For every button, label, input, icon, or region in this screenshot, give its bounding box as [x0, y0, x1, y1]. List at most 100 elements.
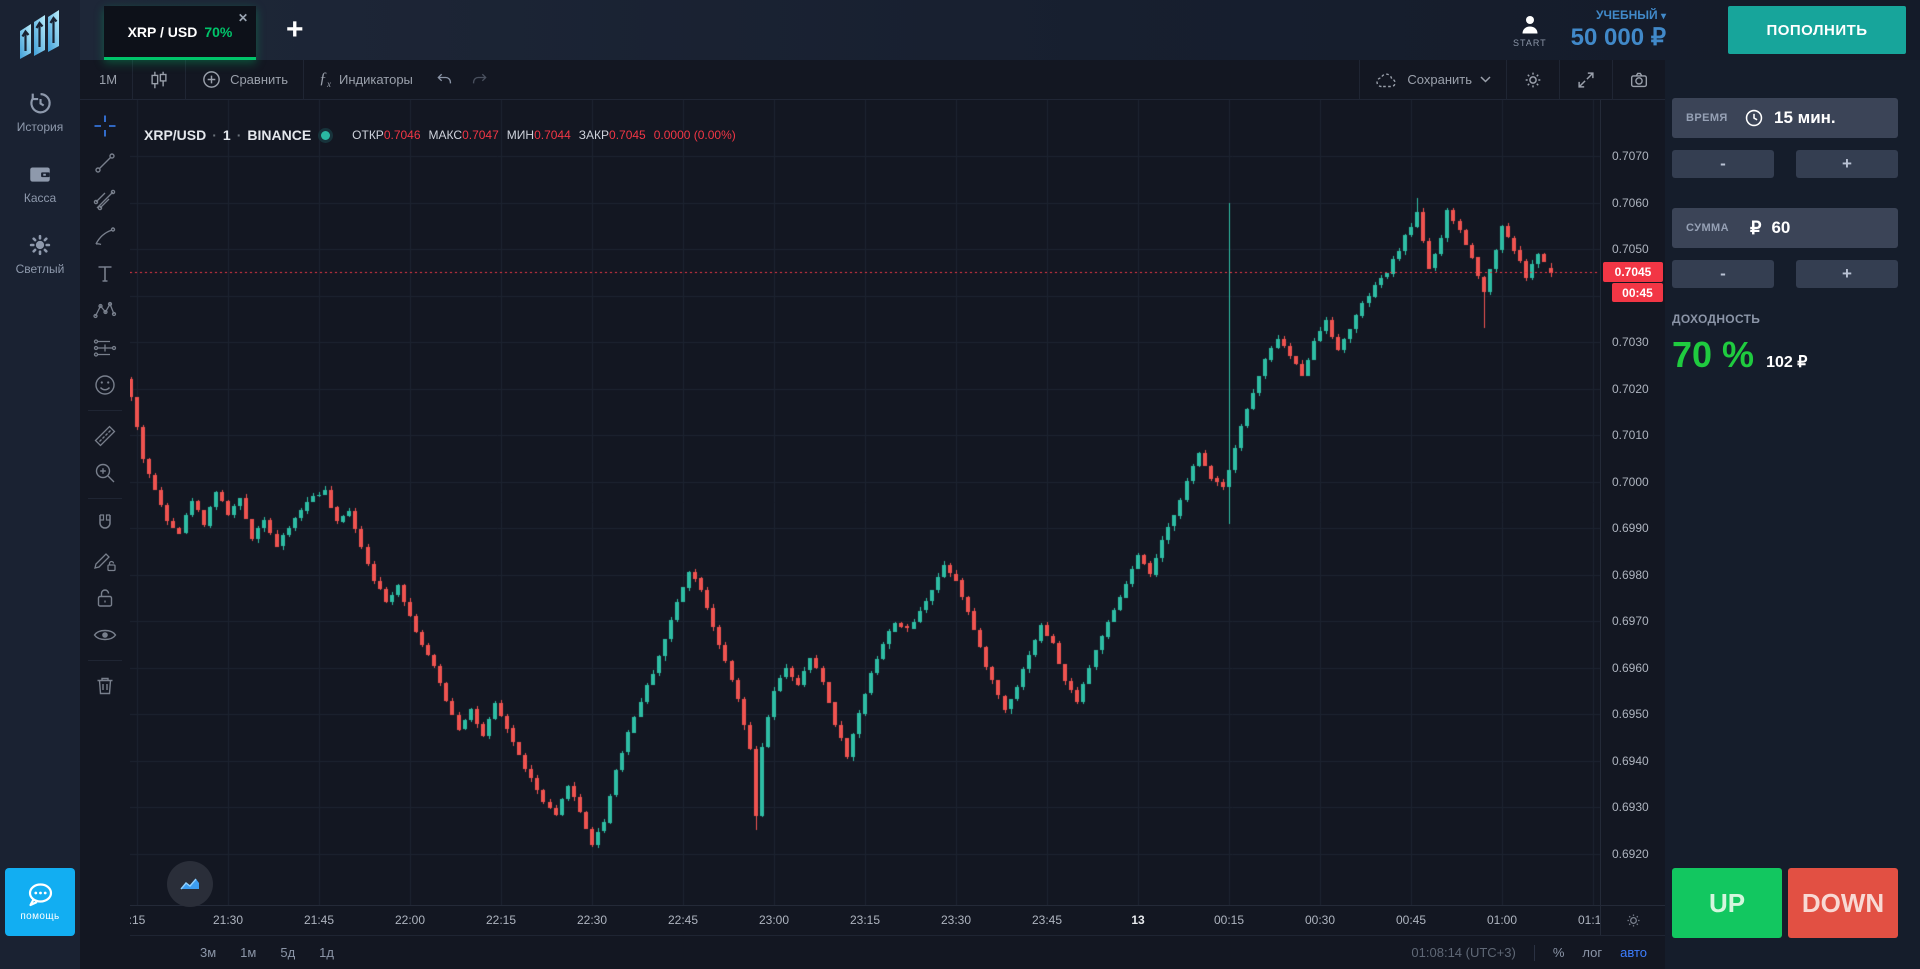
amount-decrease-button[interactable]: - [1672, 260, 1774, 288]
time-axis[interactable]: :15 21:30 21:45 22:00 22:15 22:30 22:45 23:00 23… [130, 905, 1600, 935]
compare-button[interactable]: Сравнить [186, 60, 303, 100]
pitchfork-tool-button[interactable] [88, 183, 122, 217]
crosshair-tool-button[interactable] [88, 109, 122, 143]
wallet-icon [30, 167, 50, 182]
redo-button[interactable] [462, 60, 496, 100]
help-button-label: помощь [20, 911, 60, 922]
drawing-lock-tool-button[interactable] [88, 544, 122, 578]
time-stepper: - + [1672, 150, 1898, 178]
low-label: МИН [506, 128, 535, 142]
fx-icon: ƒx [319, 69, 331, 90]
payout-block: ДОХОДНОСТЬ 70 % 102 ₽ [1672, 312, 1898, 376]
time-field-label: ВРЕМЯ [1686, 112, 1728, 124]
range-selector: 3м 1м 5д 1д [200, 945, 334, 960]
time-field[interactable]: ВРЕМЯ 15 мин. [1672, 98, 1898, 138]
chat-bubble-icon [28, 883, 53, 907]
chart-style-button[interactable] [133, 60, 185, 100]
remove-all-tool-button[interactable] [88, 669, 122, 703]
ruler-tool-button[interactable] [88, 419, 122, 453]
help-button[interactable]: помощь [5, 868, 75, 936]
price-axis-label: 0.6940 [1612, 753, 1649, 768]
time-decrease-button[interactable]: - [1672, 150, 1774, 178]
time-axis-label: 00:30 [1304, 913, 1336, 927]
xabcd-pattern-icon [93, 301, 117, 319]
forecast-icon [93, 339, 117, 357]
price-axis-label: 0.6960 [1612, 660, 1649, 675]
range-button-1d[interactable]: 1д [319, 945, 334, 960]
undo-button[interactable] [428, 60, 462, 100]
redo-icon [472, 73, 487, 83]
amount-increase-button[interactable]: + [1796, 260, 1898, 288]
close-tab-icon[interactable]: ✕ [237, 11, 248, 25]
save-layout-button[interactable]: Сохранить [1360, 60, 1506, 100]
screenshot-button[interactable] [1613, 60, 1665, 100]
price-axis-label: 0.7060 [1612, 195, 1649, 210]
log-scale-button[interactable]: лог [1582, 945, 1603, 960]
price-axis-label: 0.6950 [1612, 707, 1649, 721]
account-button-label: START [1512, 37, 1547, 48]
undo-icon [437, 73, 451, 83]
topbar: XRP / USD 70% ✕ + START УЧЕБНЫЙ ▾ 50 [80, 0, 1920, 60]
time-axis-settings-button[interactable] [1600, 905, 1665, 935]
balance-block: УЧЕБНЫЙ ▾ 50 000 ₽ [1571, 8, 1666, 52]
emoji-tool-button[interactable] [88, 368, 122, 402]
trendline-tool-button[interactable] [88, 146, 122, 180]
price-axis-label: 0.7030 [1612, 335, 1649, 349]
toolbar-divider [303, 59, 304, 100]
candlestick-canvas[interactable] [130, 100, 1600, 905]
pencil-lock-icon [94, 553, 116, 572]
chart-body: XRP/USD · 1 · BINANCE ОТКР 0.7046 МАКС 0… [80, 100, 1665, 969]
down-button[interactable]: DOWN [1788, 868, 1898, 938]
chart-type-button[interactable] [167, 861, 213, 907]
sidebar: История Касса Светлый [0, 0, 80, 969]
amount-field[interactable]: СУММА ₽ 60 [1672, 208, 1898, 248]
zoom-tool-button[interactable] [88, 456, 122, 490]
range-button-5d[interactable]: 5д [280, 945, 296, 960]
text-tool-button[interactable] [88, 257, 122, 291]
auto-scale-button[interactable]: авто [1620, 945, 1647, 960]
text-icon [98, 266, 112, 282]
position-tool-button[interactable] [88, 331, 122, 365]
hide-all-tool-button[interactable] [88, 618, 122, 652]
time-axis-label: 22:30 [576, 913, 608, 927]
fullscreen-button[interactable] [1560, 60, 1612, 100]
price-axis-label: 0.7050 [1612, 242, 1649, 256]
interval-button[interactable]: 1M [84, 60, 132, 100]
chart-settings-button[interactable] [1507, 60, 1559, 100]
brush-tool-button[interactable] [88, 220, 122, 254]
ruler-icon [94, 425, 116, 447]
sidebar-nav: История Касса Светлый [16, 90, 65, 276]
sidebar-item-cashier[interactable]: Касса [16, 161, 65, 205]
trash-icon [97, 677, 113, 695]
balance-amount: 50 000 ₽ [1570, 24, 1666, 51]
time-axis-label: 01:15 [1577, 913, 1600, 927]
up-button[interactable]: UP [1672, 868, 1782, 938]
sidebar-item-theme[interactable]: Светлый [16, 232, 64, 276]
price-axis[interactable]: 0.7045 00:45 0.7070 0.7060 0.7050 0.7030 0.7… [1600, 100, 1665, 905]
percent-scale-button[interactable]: % [1552, 945, 1565, 960]
tab-xrp-usd[interactable]: XRP / USD 70% ✕ [104, 6, 256, 60]
time-axis-label: :15 [130, 913, 146, 927]
payout-amount: 102 ₽ [1766, 354, 1808, 371]
time-increase-button[interactable]: + [1796, 150, 1898, 178]
pattern-tool-button[interactable] [88, 294, 122, 328]
deposit-button[interactable]: ПОПОЛНИТЬ [1728, 6, 1906, 54]
smiley-icon [95, 375, 115, 395]
sidebar-item-history[interactable]: История [16, 90, 65, 134]
amount-field-value: 60 [1771, 218, 1791, 237]
add-tab-button[interactable]: + [286, 13, 304, 46]
indicators-button[interactable]: ƒx Индикаторы [304, 60, 428, 100]
magnet-tool-button[interactable] [88, 507, 122, 541]
account-button[interactable]: START [1513, 13, 1547, 48]
trade-panel: ВРЕМЯ 15 мин. - + СУММА ₽ 60 - [1665, 60, 1920, 969]
toolbar-divider [88, 660, 122, 661]
open-value: 0.7046 [383, 128, 421, 142]
legend-interval: 1 [222, 127, 231, 143]
sidebar-item-label: История [16, 120, 64, 134]
clock-label[interactable]: 01:08:14 (UTC+3) [1411, 945, 1516, 960]
range-button-1m[interactable]: 1м [240, 945, 257, 960]
fullscreen-icon [1578, 71, 1594, 88]
range-button-3m[interactable]: 3м [200, 945, 217, 960]
account-type-dropdown[interactable]: УЧЕБНЫЙ ▾ [1571, 8, 1666, 22]
lock-all-tool-button[interactable] [88, 581, 122, 615]
